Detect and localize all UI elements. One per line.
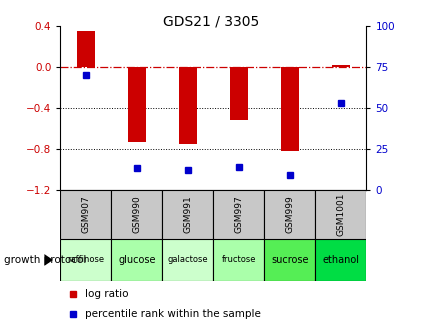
Bar [213, 190, 264, 239]
Bar [280, 67, 298, 151]
Bar [331, 65, 349, 67]
Text: percentile rank within the sample: percentile rank within the sample [85, 309, 260, 319]
Text: ethanol: ethanol [322, 255, 359, 265]
Text: galactose: galactose [167, 255, 208, 265]
Text: log ratio: log ratio [85, 289, 128, 299]
Bar [315, 190, 366, 239]
Bar [162, 239, 213, 281]
Bar [60, 239, 111, 281]
Bar [77, 31, 95, 67]
Text: GSM1001: GSM1001 [335, 192, 344, 236]
Bar [178, 67, 197, 144]
Bar [229, 67, 247, 120]
Text: raffinose: raffinose [67, 255, 104, 265]
Bar [213, 239, 264, 281]
Text: fructose: fructose [221, 255, 255, 265]
Bar [264, 239, 315, 281]
Bar [264, 190, 315, 239]
Text: GSM997: GSM997 [234, 195, 243, 233]
Text: growth protocol: growth protocol [4, 255, 86, 265]
Text: GSM999: GSM999 [285, 195, 294, 233]
Bar [60, 190, 111, 239]
Text: GSM990: GSM990 [132, 195, 141, 233]
Bar [315, 239, 366, 281]
Text: GSM991: GSM991 [183, 195, 192, 233]
Text: GDS21 / 3305: GDS21 / 3305 [163, 15, 259, 29]
Text: sucrose: sucrose [270, 255, 308, 265]
Text: glucose: glucose [118, 255, 155, 265]
Bar [111, 190, 162, 239]
Text: GSM907: GSM907 [81, 195, 90, 233]
Bar [162, 190, 213, 239]
Bar [128, 67, 145, 142]
Bar [111, 239, 162, 281]
